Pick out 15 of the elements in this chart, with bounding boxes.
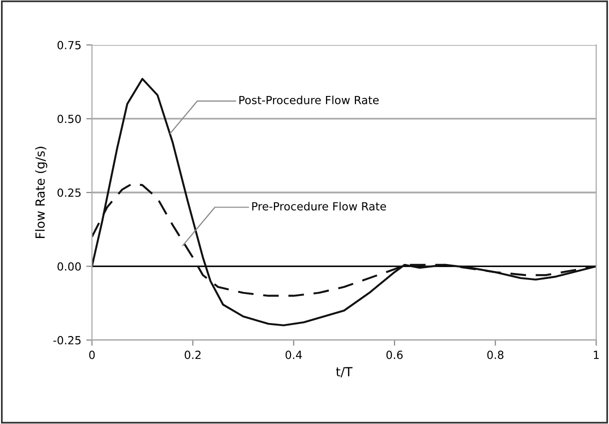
x-tick-label: 0.2 (184, 350, 201, 360)
y-tick-label: -0.25 (53, 336, 81, 344)
y-axis-title: Flow Rate (g/s) (35, 146, 48, 238)
x-tick-label: 0.8 (487, 350, 504, 360)
x-tick-label: 0 (89, 350, 95, 360)
x-tick-label: 0.4 (286, 350, 302, 360)
y-tick-label: 0.75 (58, 40, 81, 50)
annotation: Post-Procedure Flow Rate (239, 96, 379, 104)
y-tick-label: 0.25 (58, 188, 81, 197)
x-axis-title: t/T (336, 367, 352, 378)
y-tick-label: 0.50 (58, 114, 81, 124)
y-tick-label: 0.00 (58, 262, 81, 271)
x-tick-label: 1 (594, 350, 599, 359)
annotation: Pre-Procedure Flow Rate (252, 202, 386, 210)
x-tick-label: 0.6 (386, 350, 403, 360)
